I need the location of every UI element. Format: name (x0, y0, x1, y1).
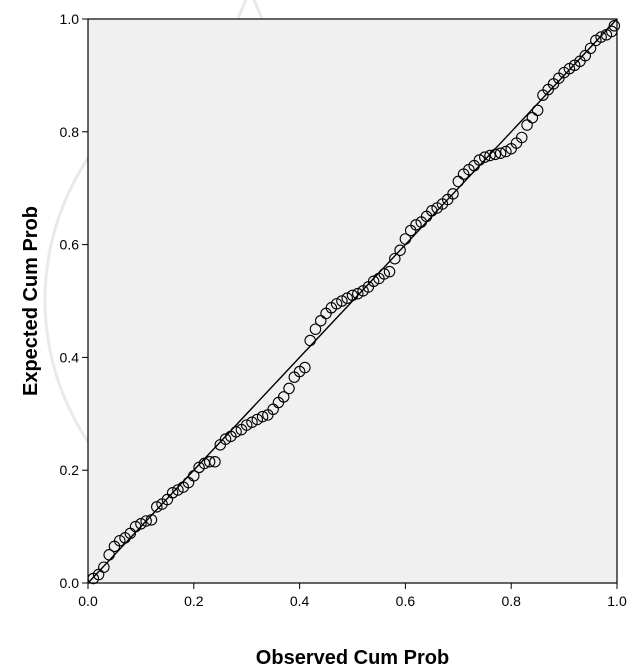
data-points (87, 20, 621, 585)
data-point (341, 292, 353, 304)
x-tick-label: 0.8 (501, 593, 521, 609)
data-point (151, 501, 163, 513)
data-point (500, 145, 512, 158)
data-point (129, 520, 142, 533)
data-point (410, 219, 422, 231)
data-point (251, 413, 264, 426)
data-point (277, 391, 290, 403)
data-point (394, 244, 406, 256)
y-tick-label: 1.0 (60, 11, 80, 27)
data-point (304, 334, 316, 347)
x-tick-label: 0.2 (184, 593, 204, 609)
data-point (230, 426, 242, 438)
data-point (103, 549, 115, 561)
data-point (135, 518, 147, 530)
data-point (172, 484, 184, 496)
x-axis-title: Observed Cum Prob (256, 647, 449, 669)
x-tick-label: 0.0 (78, 593, 98, 609)
data-point (605, 25, 618, 38)
y-tick-label: 0.6 (60, 237, 80, 253)
data-point (389, 252, 401, 265)
data-point (595, 31, 607, 43)
data-point (299, 361, 311, 374)
data-point (489, 148, 502, 161)
data-point (140, 515, 152, 527)
y-tick-label: 0.4 (60, 349, 80, 365)
x-tick-label: 0.4 (290, 593, 310, 609)
data-point (309, 323, 322, 335)
data-point (346, 289, 359, 302)
data-point (246, 416, 258, 429)
data-point (209, 455, 221, 468)
data-point (352, 287, 364, 300)
x-tick-label: 1.0 (607, 593, 627, 609)
y-tick-label: 0.2 (60, 462, 80, 478)
data-point (383, 265, 396, 278)
data-point (447, 188, 459, 200)
data-point (336, 295, 348, 307)
x-tick-label: 0.6 (396, 593, 416, 609)
data-point (113, 534, 126, 547)
data-point (378, 268, 390, 280)
data-point (478, 151, 491, 163)
data-point (473, 154, 486, 166)
data-point (330, 298, 343, 310)
data-point (608, 20, 621, 32)
data-point (516, 131, 528, 144)
data-point (188, 470, 200, 482)
data-point (531, 104, 544, 117)
data-point (145, 514, 158, 526)
data-point (256, 410, 269, 423)
y-tick-label: 0.0 (60, 575, 80, 591)
x-axis: 0.0 0.2 0.4 0.6 0.8 1.0 (78, 583, 627, 609)
data-point (584, 42, 597, 55)
data-point (98, 561, 110, 573)
y-tick-label: 0.8 (60, 124, 80, 140)
data-point (426, 205, 438, 217)
data-point (166, 487, 179, 499)
data-point (399, 233, 412, 245)
y-axis: 0.0 0.2 0.4 0.6 0.8 1.0 (60, 11, 88, 591)
data-point (240, 419, 253, 431)
data-point (367, 275, 380, 288)
data-point (494, 147, 507, 159)
data-point (219, 433, 232, 445)
data-point (203, 455, 216, 468)
data-point (283, 382, 295, 395)
y-axis-title: Expected Cum Prob (20, 206, 42, 396)
data-point (484, 149, 496, 162)
